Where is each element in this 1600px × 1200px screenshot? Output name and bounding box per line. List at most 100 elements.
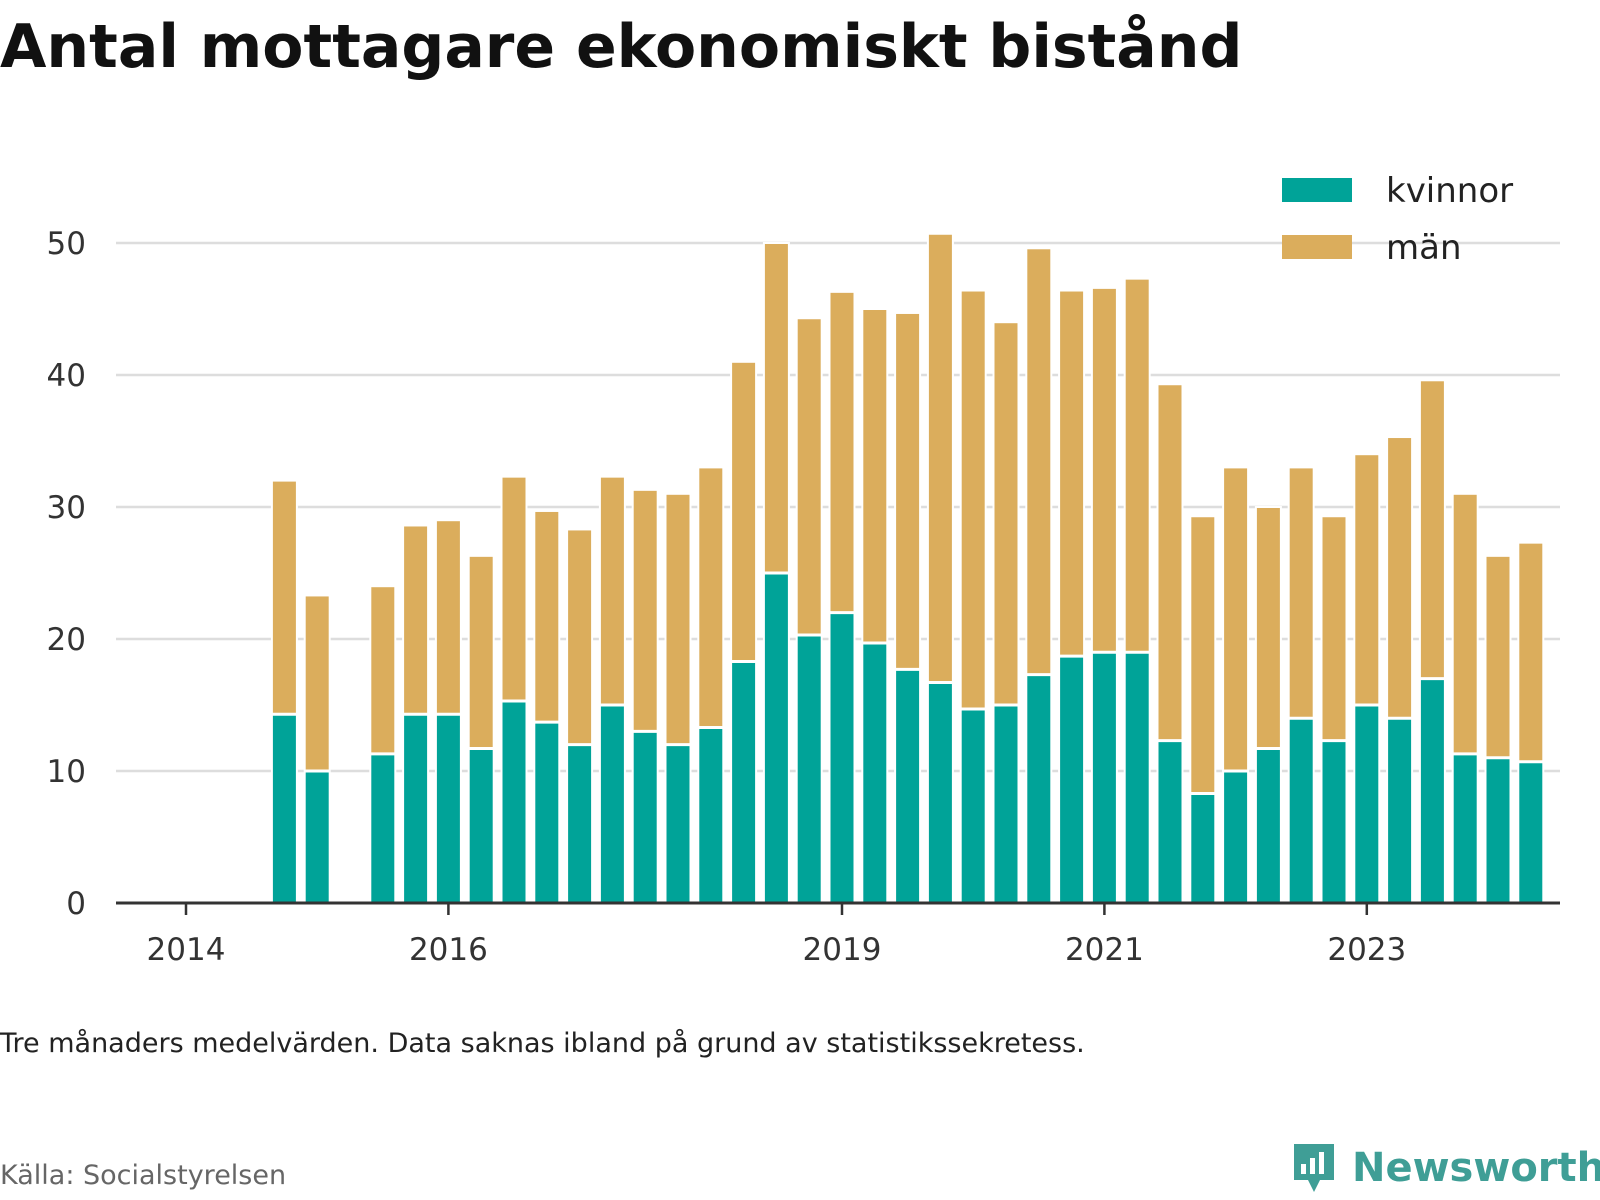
bar-man [1354, 454, 1380, 705]
bar-kvinnor [665, 744, 691, 903]
bar-man [796, 318, 822, 636]
bar-group [1484, 554, 1512, 905]
bar-man [895, 312, 921, 670]
bar-kvinnor [271, 714, 297, 903]
bar-group [1287, 466, 1315, 904]
bar-group [434, 519, 462, 904]
bar-group [566, 528, 594, 904]
bar-man [1288, 467, 1314, 719]
bar-kvinnor [1059, 656, 1085, 903]
bar-group [1189, 515, 1217, 904]
x-tick-label: 2016 [409, 932, 488, 968]
bar-man [1518, 542, 1544, 762]
bar-kvinnor [1485, 757, 1511, 903]
legend: kvinnor män [1282, 171, 1513, 268]
bar-group [1123, 277, 1151, 904]
bar-man [1026, 248, 1052, 675]
x-tick-label: 2021 [1065, 932, 1144, 968]
bar-kvinnor [763, 573, 789, 903]
bar-kvinnor [370, 753, 396, 903]
bars [270, 232, 1545, 905]
bar-group [1222, 466, 1250, 904]
bar-man [1059, 290, 1085, 657]
y-tick-label: 50 [47, 226, 86, 262]
bar-kvinnor [501, 701, 527, 903]
bar-man [960, 290, 986, 709]
brand[interactable]: Newsworthy [1290, 1140, 1600, 1196]
chart-note: Tre månaders medelvärden. Data saknas ib… [0, 1028, 1085, 1059]
bar-kvinnor [599, 705, 625, 903]
x-tick-label: 2019 [803, 932, 882, 968]
bar-kvinnor [1387, 718, 1413, 903]
bar-group [1156, 383, 1184, 904]
bar-kvinnor [1419, 678, 1445, 903]
legend-swatch-män [1282, 235, 1352, 259]
bar-kvinnor [796, 635, 822, 903]
bar-man [370, 586, 396, 754]
bar-man [862, 309, 888, 643]
bar-man [435, 520, 461, 715]
bar-group [1517, 541, 1545, 904]
bar-group [1025, 247, 1053, 904]
newsworthy-logo-icon [1294, 1144, 1334, 1192]
bar-man [632, 489, 658, 732]
bar-man [599, 476, 625, 705]
bar-man [271, 480, 297, 715]
bar-group [369, 585, 397, 904]
bar-kvinnor [534, 722, 560, 903]
bar-group [631, 488, 659, 904]
chart-area: 0 10 20 30 40 50 2014 2016 2019 2021 2023 kvinnor… [47, 171, 1560, 968]
bar-kvinnor [731, 661, 757, 903]
bar-group [828, 290, 856, 904]
legend-label: kvinnor [1386, 171, 1513, 211]
bar-group [730, 360, 758, 904]
bar-kvinnor [1124, 652, 1150, 903]
bar-kvinnor [1026, 674, 1052, 903]
bar-man [304, 595, 330, 771]
bar-group [1320, 515, 1348, 904]
bar-kvinnor [435, 714, 461, 903]
bar-man [1124, 278, 1150, 653]
bar-man [1255, 507, 1281, 749]
x-tick-label: 2023 [1327, 932, 1406, 968]
bar-man [731, 361, 757, 662]
bar-man [993, 322, 1019, 705]
bar-man [1091, 287, 1117, 653]
y-tick-label: 0 [66, 886, 86, 922]
x-tick-label: 2014 [147, 932, 226, 968]
bar-kvinnor [1321, 740, 1347, 903]
y-tick-label: 30 [47, 490, 86, 526]
bar-kvinnor [895, 669, 921, 903]
bar-man [534, 510, 560, 723]
bar-group [664, 492, 692, 904]
bar-man [927, 233, 953, 683]
legend-label: män [1386, 228, 1462, 268]
y-tick-label: 40 [47, 358, 86, 394]
bar-group [861, 308, 889, 904]
bar-man [1387, 437, 1413, 719]
bar-kvinnor [960, 708, 986, 903]
bar-kvinnor [829, 612, 855, 903]
bar-kvinnor [1091, 652, 1117, 903]
y-tick-label: 20 [47, 622, 86, 658]
bar-group [894, 311, 922, 904]
legend-swatch-kvinnor [1282, 178, 1352, 202]
bar-man [1223, 467, 1249, 771]
bar-man [567, 529, 593, 745]
bar-man [1190, 516, 1216, 794]
bar-kvinnor [862, 642, 888, 903]
bar-man [698, 467, 724, 728]
bar-kvinnor [304, 771, 330, 903]
bar-group [1058, 289, 1086, 904]
bar-group [959, 289, 987, 904]
bar-man [1157, 384, 1183, 741]
bar-group [1451, 492, 1479, 904]
x-axis: 2014 2016 2019 2021 2023 [116, 901, 1560, 968]
bar-kvinnor [927, 682, 953, 903]
bar-kvinnor [1190, 793, 1216, 903]
chart-title: Antal mottagare ekonomiskt bistånd [0, 12, 1243, 82]
bar-group [697, 466, 725, 904]
bar-group [1353, 453, 1381, 904]
bar-group [598, 475, 626, 904]
bar-kvinnor [1288, 718, 1314, 903]
